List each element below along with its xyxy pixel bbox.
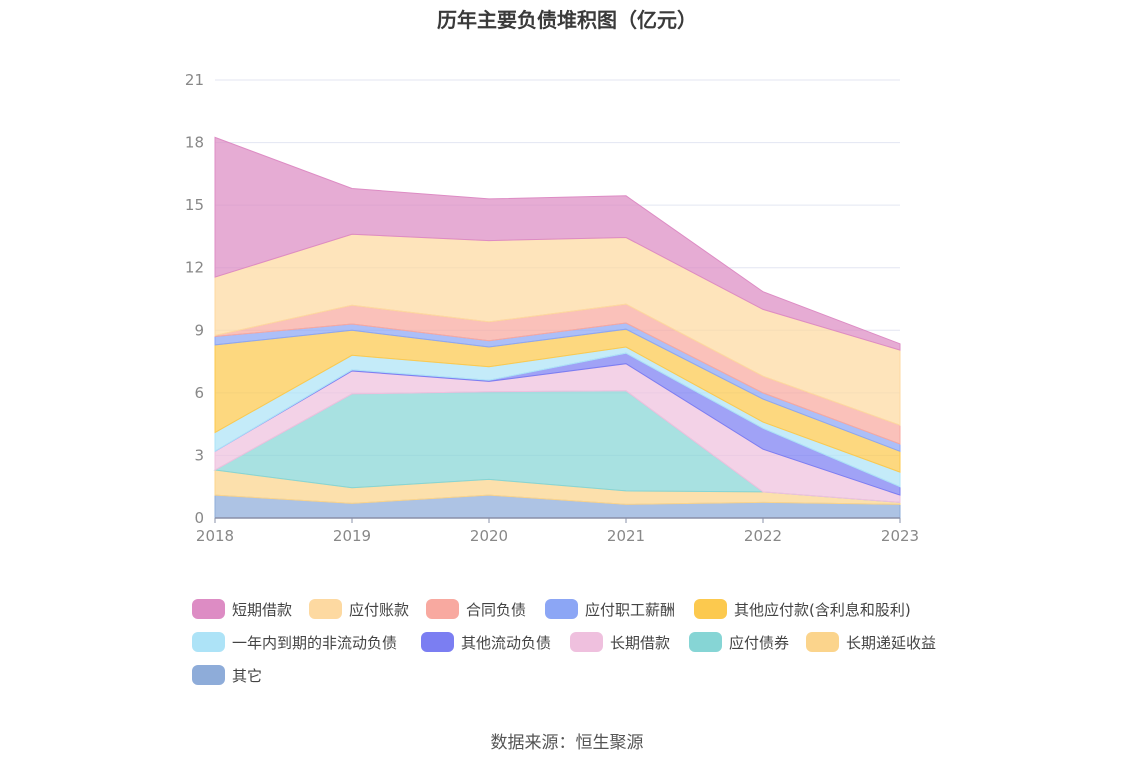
y-tick-label: 3 (194, 446, 204, 464)
x-tick-label: 2022 (744, 527, 782, 545)
legend-label: 应付职工薪酬 (585, 600, 676, 619)
legend-label: 应付账款 (349, 600, 410, 619)
y-tick-label: 18 (185, 134, 204, 152)
area-series-10 (214, 136, 901, 351)
legend-swatch (689, 632, 722, 652)
legend-swatch (694, 599, 727, 619)
legend-item[interactable]: 其他流动负债 (421, 631, 551, 653)
legend-label: 其他流动负债 (461, 633, 552, 652)
y-tick-label: 6 (194, 384, 204, 402)
legend-item[interactable]: 合同负债 (426, 598, 526, 620)
legend-swatch (421, 632, 454, 652)
legend-label: 长期递延收益 (846, 633, 937, 652)
legend-swatch (806, 632, 839, 652)
x-tick-label: 2020 (470, 527, 508, 545)
legend-label: 短期借款 (232, 600, 293, 619)
x-tick-label: 2021 (607, 527, 645, 545)
legend-swatch (570, 632, 603, 652)
data-source-note: 数据来源：恒生聚源 (490, 733, 644, 753)
legend-item[interactable]: 长期借款 (570, 631, 670, 653)
legend-swatch (426, 599, 459, 619)
legend-item[interactable]: 其它 (192, 664, 262, 686)
legend-item[interactable]: 应付职工薪酬 (545, 598, 675, 620)
axes: 0 3 6 9 12 15 18 21 2018 2019 2020 2021 2022 2023 (185, 71, 919, 545)
x-tick-label: 2019 (333, 527, 371, 545)
y-tick-label: 12 (185, 259, 204, 277)
legend-swatch (309, 599, 342, 619)
y-tick-label: 15 (185, 196, 204, 214)
legend-item[interactable]: 一年内到期的非流动负债 (192, 631, 397, 653)
y-tick-label: 0 (194, 509, 204, 527)
legend-swatch (192, 665, 225, 685)
legend-label: 应付债券 (729, 633, 790, 652)
legend-label: 长期借款 (610, 633, 671, 652)
legend-item[interactable]: 长期递延收益 (806, 631, 936, 653)
legend-item[interactable]: 其他应付款(含利息和股利) (694, 598, 911, 620)
legend-label: 一年内到期的非流动负债 (232, 633, 398, 652)
y-tick-label: 21 (185, 71, 204, 89)
legend-label: 其他应付款(含利息和股利) (734, 600, 911, 619)
x-tick-label: 2023 (881, 527, 919, 545)
legend-label: 其它 (232, 666, 263, 685)
y-tick-label: 9 (194, 321, 204, 339)
legend-item[interactable]: 短期借款 (192, 598, 292, 620)
legend-item[interactable]: 应付账款 (309, 598, 409, 620)
area-series (213, 136, 901, 519)
legend-swatch (192, 599, 225, 619)
chart-title: 历年主要负债堆积图（亿元） (437, 8, 697, 32)
legend-swatch (545, 599, 578, 619)
legend-label: 合同负债 (466, 600, 527, 619)
legend-item[interactable]: 应付债券 (689, 631, 789, 653)
x-tick-label: 2018 (196, 527, 234, 545)
legend-swatch (192, 632, 225, 652)
